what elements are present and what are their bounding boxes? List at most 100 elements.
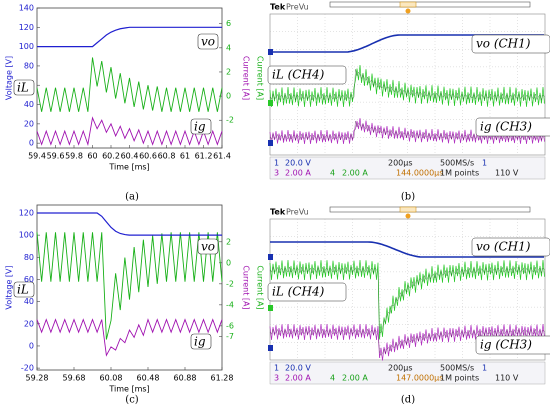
y2-axis-label: Current [A] bbox=[242, 56, 251, 100]
scope-mode: PreVu bbox=[286, 3, 309, 12]
readout: 1 bbox=[274, 159, 279, 168]
scope-trace bbox=[269, 69, 545, 101]
trace-label: vo (CH1) bbox=[476, 240, 531, 254]
series-line bbox=[37, 212, 222, 236]
readout: 20.0 V bbox=[285, 159, 311, 168]
readout: 500MS/s bbox=[440, 364, 474, 373]
y-tick-label: 60 bbox=[24, 275, 34, 284]
y-tick-label: -20 bbox=[21, 364, 34, 373]
readout: 144.0000μs bbox=[396, 169, 443, 178]
readout: 2.00 A bbox=[285, 169, 311, 178]
readout: 2.00 A bbox=[342, 374, 368, 383]
label-box bbox=[475, 335, 550, 355]
y2-tick-label: 6 bbox=[226, 19, 231, 28]
series-label: iL bbox=[17, 81, 29, 95]
scope-trace bbox=[269, 266, 545, 333]
x-tick-label: 60.48 bbox=[137, 374, 160, 383]
readout: 110 V bbox=[495, 374, 519, 383]
readout: 4 bbox=[330, 169, 335, 178]
series-label: iL bbox=[17, 283, 29, 297]
y2-tick-label: -6 bbox=[226, 321, 234, 330]
annotation-box bbox=[190, 333, 212, 350]
series-line bbox=[37, 26, 222, 48]
y2-tick-label: -7 bbox=[226, 332, 234, 341]
x-tick-label: 61.2 bbox=[195, 152, 213, 161]
y2-axis-label: Current [A] bbox=[256, 56, 265, 100]
y-tick-label: 80 bbox=[24, 253, 34, 262]
trace-label: ig (CH3) bbox=[480, 338, 532, 352]
channel-marker bbox=[268, 100, 273, 106]
x-tick-label: 60.2 bbox=[102, 152, 120, 161]
y2-tick-label: -2 bbox=[226, 279, 234, 288]
channel-marker bbox=[268, 49, 273, 55]
y-tick-label: 40 bbox=[24, 100, 34, 109]
readout: 200μs bbox=[388, 364, 413, 373]
scope-brand: Tek bbox=[270, 208, 286, 217]
label-box bbox=[267, 282, 347, 302]
y2-tick-label: 0 bbox=[226, 258, 231, 267]
annotation-box bbox=[13, 79, 35, 96]
series-label: vo bbox=[201, 240, 215, 254]
readout-panel bbox=[269, 156, 546, 180]
record-window bbox=[399, 1, 417, 8]
record-bar bbox=[329, 1, 531, 8]
annotation-box bbox=[197, 238, 219, 255]
y2-tick-label: 4 bbox=[226, 43, 231, 52]
label-box bbox=[475, 117, 550, 137]
series-line bbox=[36, 318, 223, 357]
scope-brand: Tek bbox=[270, 3, 286, 12]
x-tick-label: 60 bbox=[87, 152, 97, 161]
readout: 2.00 A bbox=[285, 374, 311, 383]
annotation-box bbox=[13, 281, 35, 298]
x-tick-label: 59.28 bbox=[26, 374, 49, 383]
x-axis-label: Time [ms] bbox=[108, 163, 149, 172]
caption: (c) bbox=[125, 395, 139, 406]
series-line bbox=[36, 116, 223, 147]
annotation-box bbox=[190, 118, 212, 135]
y-tick-label: 120 bbox=[19, 208, 34, 217]
channel-marker bbox=[268, 345, 273, 351]
readout: 1 bbox=[274, 364, 279, 373]
x-tick-label: 61.28 bbox=[211, 374, 234, 383]
readout: 147.0000μs bbox=[396, 374, 443, 383]
readout: 1M points bbox=[440, 374, 479, 383]
readout: 4 bbox=[330, 374, 335, 383]
readout: 3 bbox=[274, 374, 279, 383]
x-tick-label: 61.4 bbox=[213, 152, 231, 161]
readout: 110 V bbox=[495, 169, 519, 178]
scope-mode: PreVu bbox=[286, 208, 309, 217]
x-tick-label: 60.4 bbox=[121, 152, 139, 161]
y2-tick-label: 0 bbox=[226, 92, 231, 101]
series-label: ig bbox=[194, 120, 206, 134]
readout: 3 bbox=[274, 169, 279, 178]
trigger-marker bbox=[405, 8, 411, 14]
trace-label: iL (CH4) bbox=[272, 285, 325, 299]
readout: 500MS/s bbox=[440, 159, 474, 168]
y-tick-label: 0 bbox=[29, 341, 34, 350]
y-axis-label: Voltage [V] bbox=[5, 56, 14, 100]
scope-trace bbox=[269, 328, 545, 356]
label-box bbox=[267, 65, 347, 85]
x-tick-label: 59.6 bbox=[47, 152, 65, 161]
caption: (b) bbox=[401, 192, 415, 203]
trace-label: vo (CH1) bbox=[476, 37, 531, 51]
y-tick-label: 20 bbox=[24, 119, 34, 128]
series-label: vo bbox=[201, 35, 215, 49]
y-axis-label: Voltage [V] bbox=[5, 265, 14, 309]
readout-panel bbox=[269, 361, 546, 385]
x-tick-label: 60.08 bbox=[100, 374, 123, 383]
channel-marker bbox=[268, 254, 273, 260]
x-tick-label: 59.68 bbox=[63, 374, 86, 383]
y2-axis-label: Current [A] bbox=[256, 265, 265, 309]
y-tick-label: 80 bbox=[24, 61, 34, 70]
y-tick-label: 140 bbox=[19, 4, 34, 13]
caption: (d) bbox=[401, 395, 415, 406]
series-line bbox=[36, 57, 223, 112]
x-tick-label: 60.6 bbox=[139, 152, 157, 161]
y2-tick-label: 2 bbox=[226, 237, 231, 246]
x-tick-label: 59.8 bbox=[65, 152, 83, 161]
y-tick-label: 100 bbox=[19, 42, 34, 51]
readout: 200μs bbox=[388, 159, 413, 168]
